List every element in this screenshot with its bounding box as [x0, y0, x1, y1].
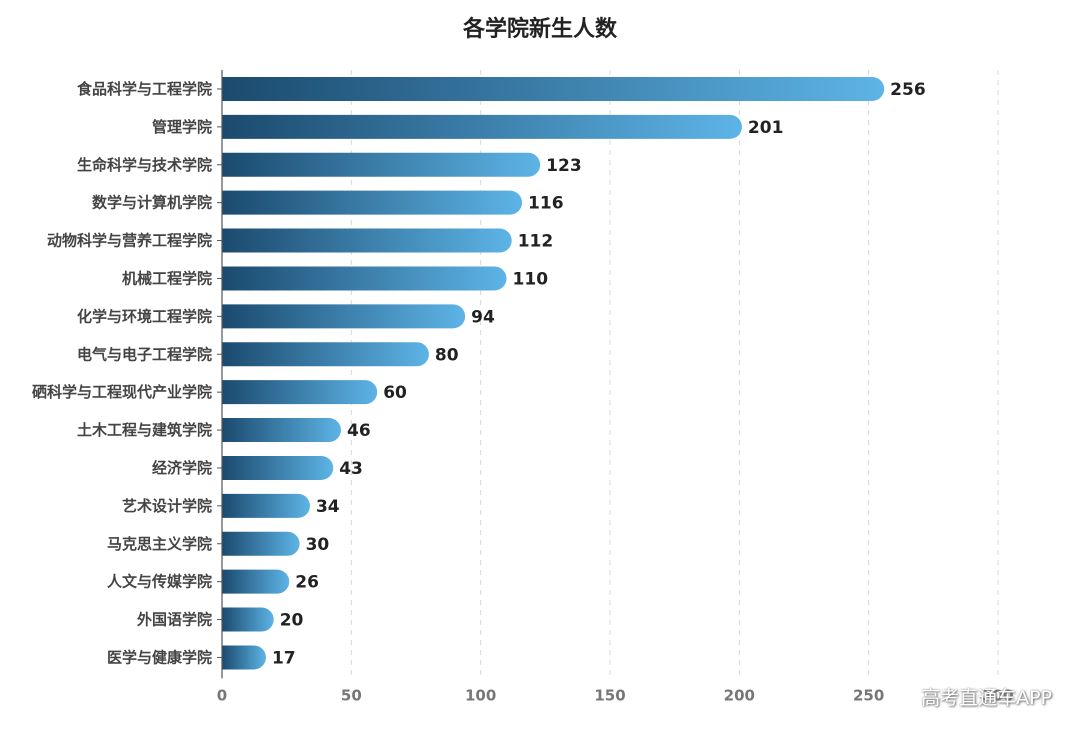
data-label: 60: [383, 383, 407, 403]
category-label: 数学与计算机学院: [92, 194, 212, 212]
category-label: 经济学院: [152, 459, 212, 477]
x-tick-label: 250: [853, 686, 884, 704]
value-labels: 256 201 123 116 112 110 94 80 60 46 43 34 30 26 20 17: [272, 80, 926, 669]
category-label: 机械工程学院: [122, 269, 212, 287]
x-axis-ticks: 0 50 100 150 200 250 300: [217, 686, 1014, 704]
data-label: 20: [280, 611, 304, 631]
data-label: 17: [272, 648, 296, 668]
category-label: 化学与环境工程学院: [77, 307, 212, 325]
x-tick-label: 150: [594, 686, 625, 704]
x-tick-label: 300: [982, 686, 1013, 704]
data-label: 80: [435, 345, 459, 365]
bar: [222, 380, 378, 405]
bar: [222, 228, 512, 253]
bar: [222, 114, 742, 139]
x-tick-label: 100: [465, 686, 496, 704]
x-tick-label: 0: [217, 686, 227, 704]
category-label: 外国语学院: [136, 611, 212, 629]
bar: [222, 304, 466, 329]
data-label: 116: [528, 194, 564, 214]
bar: [222, 645, 266, 670]
category-labels: 食品科学与工程学院管理学院生命科学与技术学院数学与计算机学院动物科学与营养工程学…: [32, 80, 222, 666]
bar: [222, 266, 507, 291]
bar: [222, 607, 274, 632]
bar: [222, 418, 341, 443]
bars-group: [222, 76, 885, 670]
bar: [222, 569, 290, 594]
data-label: 30: [306, 535, 330, 555]
data-label: 256: [890, 80, 926, 100]
data-label: 123: [546, 156, 582, 176]
category-label: 电气与电子工程学院: [77, 345, 212, 363]
bar: [222, 493, 310, 518]
bar: [222, 455, 334, 480]
category-label: 土木工程与建筑学院: [77, 421, 212, 439]
bar: [222, 531, 300, 556]
chart-title: 各学院新生人数: [462, 16, 618, 42]
category-label: 生命科学与技术学院: [77, 156, 212, 174]
category-label: 动物科学与营养工程学院: [47, 232, 212, 250]
data-label: 112: [518, 232, 554, 252]
x-tick-label: 200: [724, 686, 755, 704]
category-label: 艺术设计学院: [122, 497, 212, 515]
data-label: 110: [513, 269, 549, 289]
x-tick-label: 50: [341, 686, 362, 704]
category-label: 食品科学与工程学院: [77, 80, 212, 98]
category-label: 硒科学与工程现代产业学院: [32, 383, 212, 401]
category-label: 医学与健康学院: [107, 648, 212, 666]
data-label: 34: [316, 497, 340, 517]
category-label: 人文与传媒学院: [107, 573, 212, 591]
data-label: 94: [471, 307, 495, 327]
watermark: 高考直通车APP: [921, 687, 1052, 709]
data-label: 43: [339, 459, 363, 479]
data-label: 26: [295, 573, 319, 593]
category-label: 马克思主义学院: [107, 535, 212, 553]
bar: [222, 152, 541, 177]
category-label: 管理学院: [152, 118, 212, 136]
bar: [222, 342, 429, 367]
bar: [222, 76, 885, 101]
data-label: 46: [347, 421, 371, 441]
data-label: 201: [748, 118, 784, 138]
bar: [222, 190, 523, 215]
